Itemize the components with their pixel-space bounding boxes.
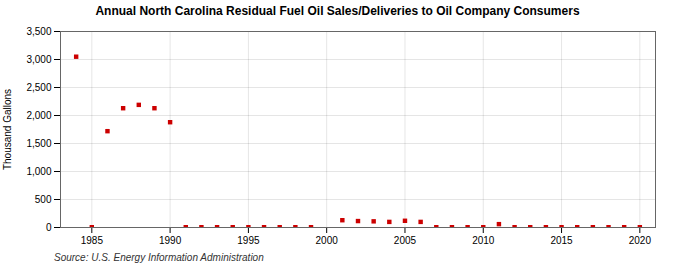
svg-text:Thousand Gallons: Thousand Gallons xyxy=(2,89,13,170)
svg-text:1,500: 1,500 xyxy=(26,138,51,149)
html-text:Source: U.S. Energy Informatio: Source: U.S. Energy Information Administ… xyxy=(54,252,264,263)
svg-text:2,500: 2,500 xyxy=(26,82,51,93)
svg-text:500: 500 xyxy=(35,194,52,205)
svg-text:0: 0 xyxy=(46,222,52,233)
svg-text:3,000: 3,000 xyxy=(26,54,51,65)
svg-text:2000: 2000 xyxy=(316,235,339,246)
svg-text:1995: 1995 xyxy=(237,235,260,246)
svg-text:2005: 2005 xyxy=(394,235,417,246)
svg-text:1,000: 1,000 xyxy=(26,166,51,177)
svg-text:1985: 1985 xyxy=(81,235,104,246)
svg-text:2,000: 2,000 xyxy=(26,110,51,121)
svg-text:1990: 1990 xyxy=(159,235,182,246)
html-text:Annual North Carolina Residual: Annual North Carolina Residual Fuel Oil … xyxy=(95,4,580,18)
svg-text:2015: 2015 xyxy=(550,235,573,246)
svg-text:2010: 2010 xyxy=(472,235,495,246)
svg-text:2020: 2020 xyxy=(629,235,652,246)
svg-text:3,500: 3,500 xyxy=(26,26,51,37)
